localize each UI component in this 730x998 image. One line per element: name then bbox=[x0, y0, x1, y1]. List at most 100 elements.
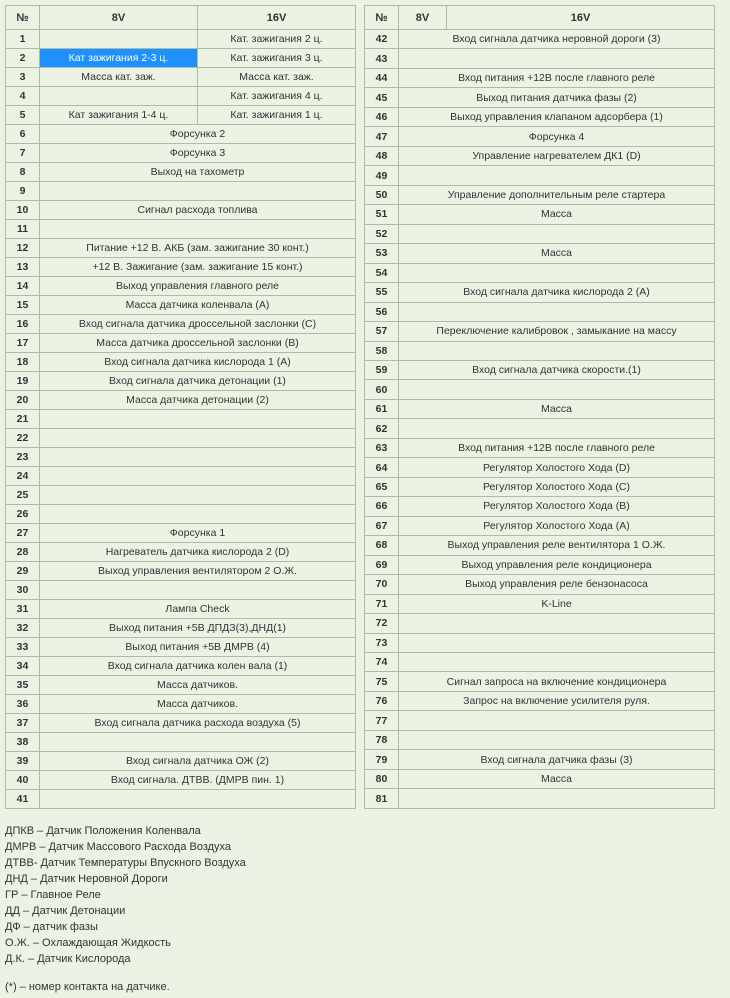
pin-number: 23 bbox=[6, 448, 40, 467]
pinout-table-right: № 8V 16V 42Вход сигнала датчика неровной… bbox=[364, 5, 715, 809]
table-row: 8Выход на тахометр bbox=[6, 163, 356, 182]
pin-number: 55 bbox=[365, 283, 399, 302]
table-row: 36Масса датчиков. bbox=[6, 695, 356, 714]
footnote: (*) – номер контакта на датчике. bbox=[5, 981, 725, 993]
tables-container: № 8V 16V 1Кат. зажигания 2 ц.2Кат зажига… bbox=[5, 5, 725, 809]
pin-description: Выход питания датчика фазы (2) bbox=[399, 88, 715, 107]
pin-number: 5 bbox=[6, 106, 40, 125]
pin-description bbox=[399, 789, 715, 809]
table-row: 76Запрос на включение усилителя руля. bbox=[365, 691, 715, 710]
pin-description: Масса датчика дроссельной заслонки (B) bbox=[40, 334, 356, 353]
table-row: 41 bbox=[6, 790, 356, 809]
pin-description bbox=[399, 49, 715, 68]
pin-number: 60 bbox=[365, 380, 399, 399]
pin-number: 61 bbox=[365, 399, 399, 418]
pin-description: Вход сигнала датчика дроссельной заслонк… bbox=[40, 315, 356, 334]
pin-description: Форсунка 1 bbox=[40, 524, 356, 543]
table-row: 3Масса кат. заж.Масса кат. заж. bbox=[6, 68, 356, 87]
pin-number: 10 bbox=[6, 201, 40, 220]
table-row: 22 bbox=[6, 429, 356, 448]
table-row: 21 bbox=[6, 410, 356, 429]
legend-line: ДФ – датчик фазы bbox=[5, 919, 725, 935]
pin-description: Масса bbox=[399, 399, 715, 418]
pin-number: 54 bbox=[365, 263, 399, 282]
pin-description bbox=[40, 429, 356, 448]
pin-number: 68 bbox=[365, 536, 399, 555]
pin-description: Вход сигнала датчика неровной дороги (3) bbox=[399, 30, 715, 49]
pin-description: Сигнал запроса на включение кондиционера bbox=[399, 672, 715, 691]
table-row: 61Масса bbox=[365, 399, 715, 418]
legend-line: ДНД – Датчик Неровной Дороги bbox=[5, 871, 725, 887]
pin-number: 66 bbox=[365, 497, 399, 516]
pin-number: 25 bbox=[6, 486, 40, 505]
pin-8v bbox=[40, 30, 198, 49]
header-n: № bbox=[6, 6, 40, 30]
table-row: 65Регулятор Холостого Хода (C) bbox=[365, 477, 715, 496]
pin-8v: Кат зажигания 1-4 ц. bbox=[40, 106, 198, 125]
table-row: 81 bbox=[365, 789, 715, 809]
pin-description bbox=[399, 633, 715, 652]
table-row: 30 bbox=[6, 581, 356, 600]
table-row: 15Масса датчика коленвала (A) bbox=[6, 296, 356, 315]
pin-number: 63 bbox=[365, 438, 399, 457]
table-row: 28Нагреватель датчика кислорода 2 (D) bbox=[6, 543, 356, 562]
pin-number: 1 bbox=[6, 30, 40, 49]
table-row: 80Масса bbox=[365, 769, 715, 788]
table-row: 17Масса датчика дроссельной заслонки (B) bbox=[6, 334, 356, 353]
pin-number: 62 bbox=[365, 419, 399, 438]
legend-line: ДТВВ- Датчик Температуры Впускного Возду… bbox=[5, 855, 725, 871]
pinout-table-left: № 8V 16V 1Кат. зажигания 2 ц.2Кат зажига… bbox=[5, 5, 356, 809]
table-row: 10Сигнал расхода топлива bbox=[6, 201, 356, 220]
pin-description: Переключение калибровок , замыкание на м… bbox=[399, 322, 715, 341]
table-row: 43 bbox=[365, 49, 715, 68]
table-row: 47Форсунка 4 bbox=[365, 127, 715, 146]
pin-number: 20 bbox=[6, 391, 40, 410]
pin-number: 73 bbox=[365, 633, 399, 652]
table-row: 32Выход питания +5В ДПДЗ(3),ДНД(1) bbox=[6, 619, 356, 638]
table-row: 34Вход сигнала датчика колен вала (1) bbox=[6, 657, 356, 676]
pin-description bbox=[40, 581, 356, 600]
pin-16v: Кат. зажигания 4 ц. bbox=[198, 87, 356, 106]
pin-description: Масса датчиков. bbox=[40, 676, 356, 695]
pin-description: Вход питания +12В после главного реле bbox=[399, 438, 715, 457]
pin-description bbox=[399, 730, 715, 749]
pin-description bbox=[399, 711, 715, 730]
table-row: 46Выход управления клапаном адсорбера (1… bbox=[365, 107, 715, 126]
pin-number: 19 bbox=[6, 372, 40, 391]
pin-description bbox=[40, 182, 356, 201]
pin-description: Управление дополнительным реле стартера bbox=[399, 185, 715, 204]
table-row: 45Выход питания датчика фазы (2) bbox=[365, 88, 715, 107]
pin-description: Питание +12 В. АКБ (зам. зажигание 30 ко… bbox=[40, 239, 356, 258]
pin-description bbox=[40, 467, 356, 486]
pin-16v: Масса кат. заж. bbox=[198, 68, 356, 87]
pin-number: 27 bbox=[6, 524, 40, 543]
pin-description: Вход сигнала датчика кислорода 1 (A) bbox=[40, 353, 356, 372]
pin-description bbox=[40, 790, 356, 809]
legend-line: ГР – Главное Реле bbox=[5, 887, 725, 903]
legend-line: ДД – Датчик Детонации bbox=[5, 903, 725, 919]
table-row: 57Переключение калибровок , замыкание на… bbox=[365, 322, 715, 341]
table-row: 55Вход сигнала датчика кислорода 2 (A) bbox=[365, 283, 715, 302]
table-row: 24 bbox=[6, 467, 356, 486]
pin-description bbox=[40, 220, 356, 239]
pin-number: 40 bbox=[6, 771, 40, 790]
table-row: 5Кат зажигания 1-4 ц.Кат. зажигания 1 ц. bbox=[6, 106, 356, 125]
pin-number: 43 bbox=[365, 49, 399, 68]
pin-number: 22 bbox=[6, 429, 40, 448]
pin-number: 67 bbox=[365, 516, 399, 535]
pin-number: 75 bbox=[365, 672, 399, 691]
pin-number: 72 bbox=[365, 614, 399, 633]
pin-description: Вход сигнала датчика колен вала (1) bbox=[40, 657, 356, 676]
header-16v: 16V bbox=[198, 6, 356, 30]
pin-number: 6 bbox=[6, 125, 40, 144]
pin-description bbox=[399, 419, 715, 438]
pin-description: Выход управления реле бензонасоса bbox=[399, 575, 715, 594]
legend-line: Д.К. – Датчик Кислорода bbox=[5, 951, 725, 967]
table-row: 68Выход управления реле вентилятора 1 О.… bbox=[365, 536, 715, 555]
pin-description bbox=[399, 653, 715, 672]
pin-number: 51 bbox=[365, 205, 399, 224]
pin-number: 74 bbox=[365, 653, 399, 672]
pin-number: 17 bbox=[6, 334, 40, 353]
pin-number: 21 bbox=[6, 410, 40, 429]
pin-description: Вход сигнала датчика детонации (1) bbox=[40, 372, 356, 391]
